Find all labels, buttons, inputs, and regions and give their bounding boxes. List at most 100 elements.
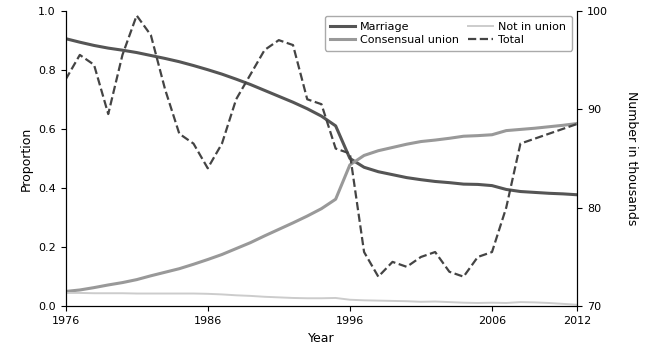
Not in union: [289, 296, 297, 300]
Consensual union: [332, 197, 340, 201]
Marriage: [190, 63, 197, 68]
Not in union: [516, 300, 524, 304]
Not in union: [104, 291, 112, 295]
Not in union: [318, 296, 325, 300]
Consensual union: [218, 252, 226, 257]
Total: [488, 250, 496, 254]
Not in union: [502, 301, 510, 305]
Not in union: [445, 300, 453, 304]
Marriage: [175, 59, 183, 64]
Total: [289, 43, 297, 47]
Marriage: [559, 192, 567, 196]
Not in union: [232, 293, 240, 297]
Consensual union: [133, 277, 140, 282]
Not in union: [488, 301, 496, 305]
Consensual union: [119, 281, 127, 285]
Consensual union: [147, 274, 155, 278]
Not in union: [90, 291, 98, 295]
Marriage: [119, 48, 127, 52]
Consensual union: [488, 133, 496, 137]
Consensual union: [62, 289, 70, 294]
Consensual union: [232, 246, 240, 251]
Not in union: [332, 296, 340, 300]
Consensual union: [573, 121, 581, 126]
Marriage: [417, 177, 425, 182]
Consensual union: [90, 285, 98, 290]
Marriage: [332, 124, 340, 128]
Total: [403, 265, 411, 269]
Total: [388, 260, 396, 264]
Total: [502, 206, 510, 210]
Not in union: [76, 291, 84, 295]
Marriage: [76, 40, 84, 44]
Consensual union: [460, 134, 468, 138]
Consensual union: [204, 257, 212, 262]
Total: [76, 53, 84, 57]
Not in union: [133, 291, 140, 296]
Total: [161, 87, 169, 92]
Marriage: [232, 77, 240, 81]
Not in union: [119, 291, 127, 295]
Consensual union: [76, 288, 84, 292]
X-axis label: Year: Year: [308, 332, 335, 345]
Total: [104, 112, 112, 116]
Line: Not in union: Not in union: [66, 293, 577, 305]
Consensual union: [190, 262, 197, 266]
Marriage: [303, 107, 311, 111]
Total: [431, 250, 439, 254]
Total: [360, 250, 368, 254]
Not in union: [161, 291, 169, 296]
Not in union: [247, 294, 255, 298]
Total: [346, 151, 354, 156]
Not in union: [360, 298, 368, 302]
Marriage: [375, 170, 382, 174]
Not in union: [474, 301, 482, 305]
Consensual union: [360, 153, 368, 158]
Not in union: [388, 299, 396, 303]
Marriage: [275, 94, 283, 99]
Consensual union: [247, 240, 255, 245]
Legend: Marriage, Consensual union, Not in union, Total: Marriage, Consensual union, Not in union…: [325, 16, 572, 51]
Consensual union: [445, 136, 453, 140]
Not in union: [346, 298, 354, 302]
Marriage: [147, 54, 155, 58]
Total: [204, 166, 212, 170]
Consensual union: [431, 138, 439, 142]
Consensual union: [531, 126, 539, 130]
Marriage: [90, 43, 98, 48]
Consensual union: [417, 139, 425, 144]
Line: Consensual union: Consensual union: [66, 124, 577, 291]
Consensual union: [104, 283, 112, 287]
Total: [190, 142, 197, 146]
Consensual union: [388, 145, 396, 150]
Not in union: [147, 291, 155, 296]
Marriage: [360, 165, 368, 169]
Marriage: [516, 189, 524, 194]
Consensual union: [161, 270, 169, 274]
Marriage: [460, 182, 468, 186]
Consensual union: [474, 133, 482, 138]
Total: [232, 97, 240, 101]
Total: [247, 73, 255, 77]
Not in union: [417, 300, 425, 304]
Total: [119, 53, 127, 57]
Marriage: [318, 114, 325, 118]
Marriage: [62, 37, 70, 41]
Consensual union: [545, 125, 553, 129]
Not in union: [303, 296, 311, 300]
Total: [260, 48, 268, 52]
Total: [375, 275, 382, 279]
Not in union: [275, 295, 283, 300]
Total: [218, 142, 226, 146]
Not in union: [545, 301, 553, 305]
Consensual union: [289, 221, 297, 225]
Not in union: [190, 291, 197, 296]
Not in union: [204, 292, 212, 296]
Total: [516, 142, 524, 146]
Not in union: [403, 299, 411, 303]
Total: [474, 255, 482, 259]
Marriage: [531, 190, 539, 195]
Not in union: [573, 303, 581, 307]
Total: [332, 146, 340, 151]
Not in union: [531, 300, 539, 304]
